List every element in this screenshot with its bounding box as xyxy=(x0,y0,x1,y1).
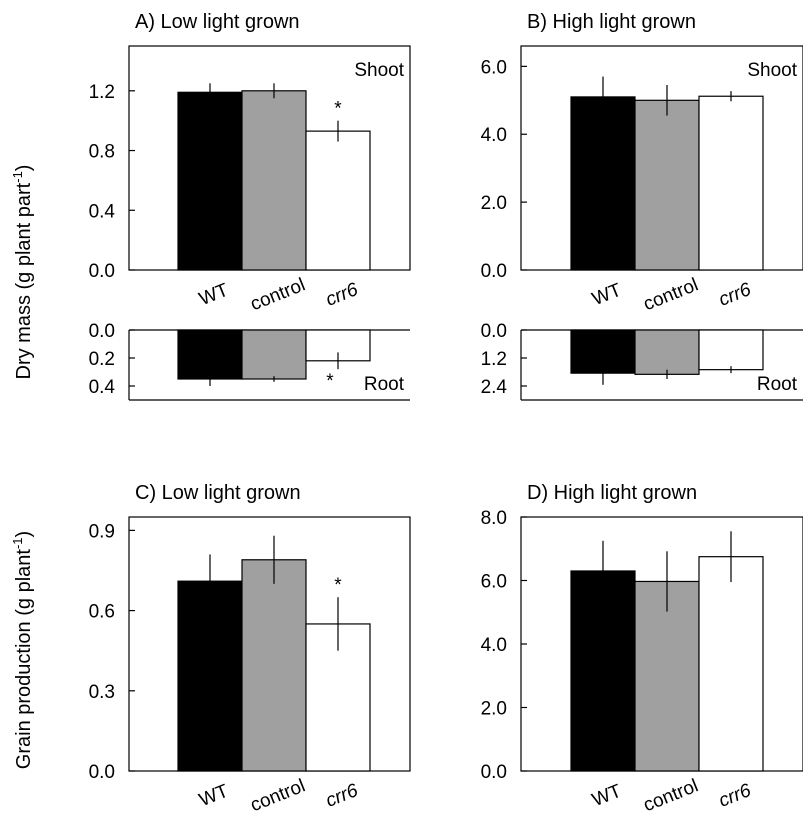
panel-title: B) High light grown xyxy=(527,11,696,33)
category-label-WT: WT xyxy=(196,780,232,811)
panel-title: C) Low light grown xyxy=(135,482,301,504)
panel-B_root: 0.0 1.2 2.4 Root xyxy=(481,321,803,401)
y-tick-label: 0.0 xyxy=(89,321,115,342)
y-tick-label: 1.2 xyxy=(481,349,507,370)
dry-mass-ylabel: Dry mass (g plant part-1) xyxy=(10,165,35,380)
panel-title: A) Low light grown xyxy=(135,11,300,33)
grain-ylabel: Grain production (g plant-1) xyxy=(10,531,35,769)
panel-D_grain: D) High light grown 0.0 2.0 4.0 6.0 8.0 WT cont… xyxy=(481,482,803,816)
y-tick-label: 0.4 xyxy=(89,377,116,398)
y-tick-label: 2.0 xyxy=(481,699,507,720)
bar-control xyxy=(241,559,307,772)
bar-control xyxy=(634,329,700,375)
bar-WT xyxy=(570,96,636,271)
bar-control xyxy=(241,329,307,380)
panel-title: D) High light grown xyxy=(527,482,697,504)
y-tick-label: 0.4 xyxy=(89,201,116,222)
panel-label: Shoot xyxy=(747,60,797,81)
bar-control xyxy=(241,90,307,271)
y-tick-label: 4.0 xyxy=(481,635,507,656)
panel-C_grain: C) Low light grown 0.0 0.3 0.6 0.9 * WT control… xyxy=(89,482,411,816)
significance-marker: * xyxy=(334,99,342,120)
panel-A_shoot: A) Low light grown 0.0 0.4 0.8 1.2 * Shoot WT co… xyxy=(89,11,411,315)
y-tick-label: 6.0 xyxy=(481,57,507,78)
bar-crr6 xyxy=(698,556,764,772)
y-tick-label: 0.0 xyxy=(481,321,507,342)
y-tick-label: 4.0 xyxy=(481,125,507,146)
category-label-control: control xyxy=(641,775,702,816)
category-label-control: control xyxy=(641,274,702,315)
y-tick-label: 0.3 xyxy=(89,682,115,703)
y-tick-label: 0.0 xyxy=(89,261,115,282)
y-tick-label: 2.0 xyxy=(481,193,507,214)
bar-crr6 xyxy=(698,329,764,371)
significance-marker: * xyxy=(326,371,334,392)
category-label-WT: WT xyxy=(589,279,625,310)
category-label-crr6: crr6 xyxy=(716,780,755,812)
y-tick-label: 0.2 xyxy=(89,349,115,370)
category-label-crr6: crr6 xyxy=(323,780,362,812)
panel-label: Root xyxy=(757,374,798,395)
bar-control xyxy=(634,99,700,271)
y-tick-label: 0.6 xyxy=(89,602,115,623)
panel-A_root: 0.0 0.2 0.4 * Root xyxy=(89,321,410,401)
bar-control xyxy=(634,580,700,772)
bar-WT xyxy=(177,329,243,380)
y-tick-label: 0.0 xyxy=(89,762,115,783)
category-label-crr6: crr6 xyxy=(716,279,755,311)
y-tick-label: 0.0 xyxy=(481,261,507,282)
category-label-control: control xyxy=(248,775,309,816)
y-tick-label: 8.0 xyxy=(481,508,507,529)
y-tick-label: 2.4 xyxy=(481,377,508,398)
significance-marker: * xyxy=(334,575,342,596)
y-tick-label: 0.0 xyxy=(481,762,507,783)
y-tick-label: 6.0 xyxy=(481,572,507,593)
y-tick-label: 1.2 xyxy=(89,82,115,103)
y-tick-label: 0.9 xyxy=(89,521,115,542)
bar-WT xyxy=(177,91,243,271)
bar-crr6 xyxy=(698,95,764,271)
bar-WT xyxy=(570,570,636,772)
panel-label: Shoot xyxy=(354,60,404,81)
category-label-crr6: crr6 xyxy=(323,279,362,311)
category-label-WT: WT xyxy=(589,780,625,811)
category-label-WT: WT xyxy=(196,279,232,310)
category-label-control: control xyxy=(248,274,309,315)
panel-B_shoot: B) High light grown 0.0 2.0 4.0 6.0 Shoot WT co… xyxy=(481,11,803,315)
y-tick-label: 0.8 xyxy=(89,142,115,163)
bar-crr6 xyxy=(305,130,371,271)
bar-WT xyxy=(177,580,243,772)
panel-label: Root xyxy=(364,374,405,395)
